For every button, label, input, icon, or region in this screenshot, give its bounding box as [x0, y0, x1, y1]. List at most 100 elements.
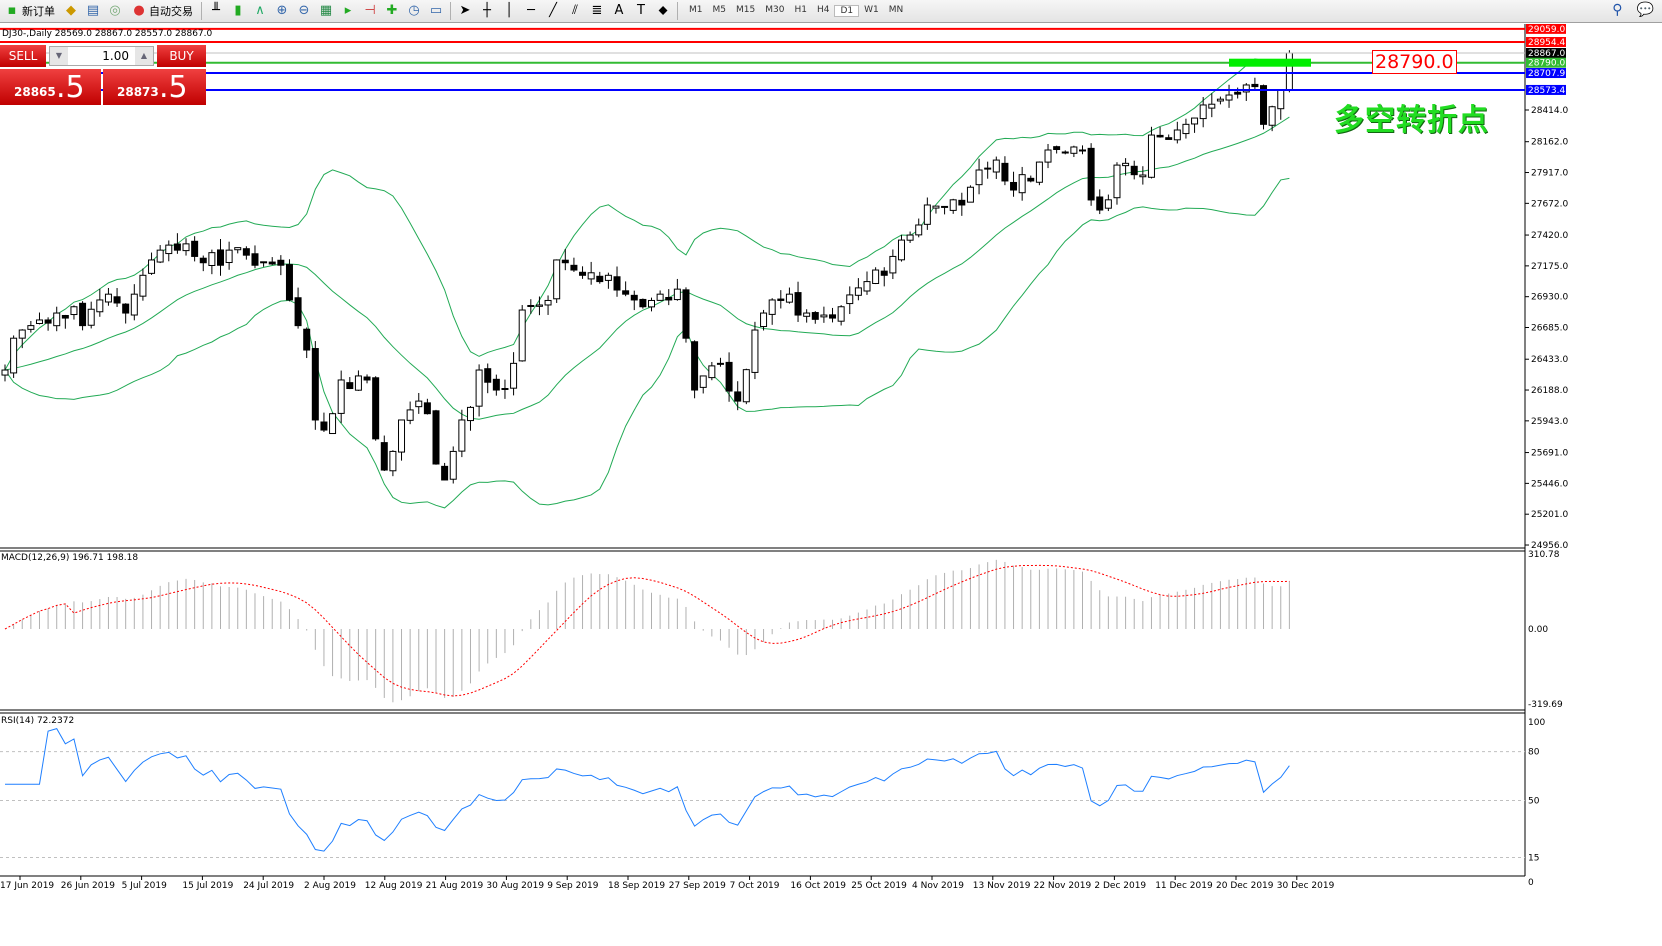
- candle-body: [561, 259, 569, 264]
- text-icon[interactable]: A: [614, 3, 624, 18]
- candle-body: [139, 274, 147, 297]
- search-icon[interactable]: ⚲: [1612, 2, 1623, 18]
- zoom-out-icon[interactable]: ⊖: [298, 3, 310, 18]
- vertical-line-icon[interactable]: │: [505, 3, 513, 18]
- x-tick-label: 27 Sep 2019: [669, 881, 726, 891]
- toolbar: ▪ 新订单 ◆ ▤ ◎ ● 自动交易 ╨ ▮ ∧ ⊕ ⊖ ▦ ▸ ⊣ ✚ ◷ ▭ ➤…: [0, 0, 1662, 23]
- candle-body: [432, 410, 440, 465]
- candle-body: [639, 298, 647, 308]
- lot-increase-button[interactable]: ▲: [135, 47, 153, 65]
- candle-body: [579, 271, 587, 276]
- candle-body: [958, 199, 966, 206]
- bollinger-upper-band: [4, 55, 1290, 371]
- x-tick-label: 7 Oct 2019: [730, 881, 780, 891]
- candle-body: [613, 276, 621, 291]
- candle-body: [1251, 83, 1259, 88]
- price-line-label: 28954.4: [1528, 38, 1565, 48]
- autoscroll-icon[interactable]: ⊣: [364, 3, 376, 18]
- text-label-icon[interactable]: T: [637, 3, 645, 18]
- price-label-annotation[interactable]: 28790.0: [1372, 50, 1457, 74]
- candle-body: [1225, 94, 1233, 101]
- timeframe-mn[interactable]: MN: [888, 5, 904, 15]
- y-tick-label: 27175.0: [1531, 262, 1568, 272]
- cursor-icon[interactable]: ➤: [459, 3, 471, 18]
- x-tick-label: 2 Dec 2019: [1094, 881, 1146, 891]
- candle-body: [156, 249, 164, 263]
- timeframe-h1[interactable]: H1: [794, 5, 807, 15]
- indicators-icon[interactable]: ✚: [386, 3, 398, 18]
- candle-body: [165, 244, 173, 255]
- candle-body: [1018, 174, 1026, 194]
- auto-trading-button[interactable]: ● 自动交易: [129, 1, 195, 21]
- buy-button[interactable]: BUY: [157, 45, 206, 67]
- tile-windows-icon[interactable]: ▦: [319, 3, 333, 18]
- price-chart[interactable]: 28414.0 28162.0 27917.0 27672.0 27420.0 27175…: [0, 24, 1662, 946]
- candle-body: [182, 243, 190, 252]
- candle-body: [949, 199, 957, 211]
- candle-body: [148, 259, 156, 274]
- signals-icon[interactable]: ◎: [109, 3, 121, 18]
- lot-decrease-button[interactable]: ▼: [50, 47, 68, 65]
- candle-body: [751, 329, 759, 373]
- horizontal-line-icon[interactable]: ─: [527, 3, 535, 18]
- y-tick-label: 25446.0: [1531, 479, 1568, 489]
- y-tick-label: 26433.0: [1531, 355, 1568, 365]
- candle-body: [104, 293, 112, 303]
- candle-body: [803, 312, 811, 317]
- timeframe-m1[interactable]: M1: [689, 5, 703, 15]
- bar-chart-icon[interactable]: ╨: [212, 3, 220, 18]
- crosshair-icon[interactable]: ┼: [483, 3, 491, 18]
- fibonacci-icon[interactable]: ≣: [591, 3, 603, 18]
- new-order-button[interactable]: ▪ 新订单: [2, 1, 57, 21]
- timeframe-m15[interactable]: M15: [736, 5, 756, 15]
- timeframe-m5[interactable]: M5: [712, 5, 727, 15]
- candle-body: [242, 248, 250, 256]
- navigator-icon[interactable]: ▤: [86, 3, 100, 18]
- trendline-icon[interactable]: ╱: [549, 3, 557, 18]
- candle-body: [415, 400, 423, 408]
- equidistant-channel-icon[interactable]: ⫽: [572, 3, 578, 18]
- line-chart-icon[interactable]: ∧: [255, 3, 265, 18]
- candle-body: [303, 328, 311, 351]
- candle-body: [811, 312, 819, 320]
- candle-body: [708, 365, 716, 379]
- candle-body: [354, 375, 362, 391]
- x-tick-label: 2 Aug 2019: [304, 881, 356, 891]
- candle-body: [260, 261, 268, 264]
- candle-body: [225, 249, 233, 264]
- chat-icon[interactable]: 💬: [1636, 2, 1654, 18]
- candle-body: [915, 224, 923, 236]
- x-tick-label: 25 Oct 2019: [851, 881, 907, 891]
- candle-body: [725, 361, 733, 392]
- x-tick-label: 11 Dec 2019: [1155, 881, 1213, 891]
- candlestick-icon[interactable]: ▮: [234, 3, 242, 18]
- timeframe-w1[interactable]: W1: [864, 5, 879, 15]
- chart-info: DJ30-,Daily 28569.0 28867.0 28557.0 2886…: [2, 29, 213, 39]
- periods-icon[interactable]: ◷: [408, 3, 420, 18]
- candle-body: [1104, 199, 1112, 209]
- candle-body: [61, 314, 69, 319]
- templates-icon[interactable]: ▭: [429, 3, 443, 18]
- timeframe-h4[interactable]: H4: [816, 5, 830, 15]
- zoom-in-icon[interactable]: ⊕: [276, 3, 288, 18]
- timeframe-d1[interactable]: D1: [834, 5, 860, 17]
- candle-body: [742, 369, 750, 403]
- chart-shift-icon[interactable]: ▸: [344, 3, 352, 18]
- candle-body: [380, 442, 388, 471]
- candle-body: [1113, 164, 1121, 199]
- sell-button[interactable]: SELL: [0, 45, 46, 67]
- candle-body: [1173, 129, 1181, 141]
- buy-price[interactable]: 28873.5: [103, 69, 206, 105]
- reversal-point-annotation[interactable]: 多空转折点: [1334, 103, 1489, 138]
- lot-size-input[interactable]: 1.00: [49, 46, 154, 66]
- macd-axis-label: -319.69: [1528, 700, 1563, 710]
- candle-body: [622, 290, 630, 295]
- candle-body: [630, 294, 638, 301]
- y-tick-label: 28414.0: [1531, 106, 1568, 116]
- arrows-icon[interactable]: ⬥: [658, 3, 668, 18]
- x-tick-label: 20 Dec 2019: [1216, 881, 1274, 891]
- market-watch-icon[interactable]: ◆: [66, 3, 76, 18]
- sell-price[interactable]: 28865.5: [0, 69, 101, 105]
- y-tick-label: 27672.0: [1531, 199, 1568, 209]
- timeframe-m30[interactable]: M30: [765, 5, 785, 15]
